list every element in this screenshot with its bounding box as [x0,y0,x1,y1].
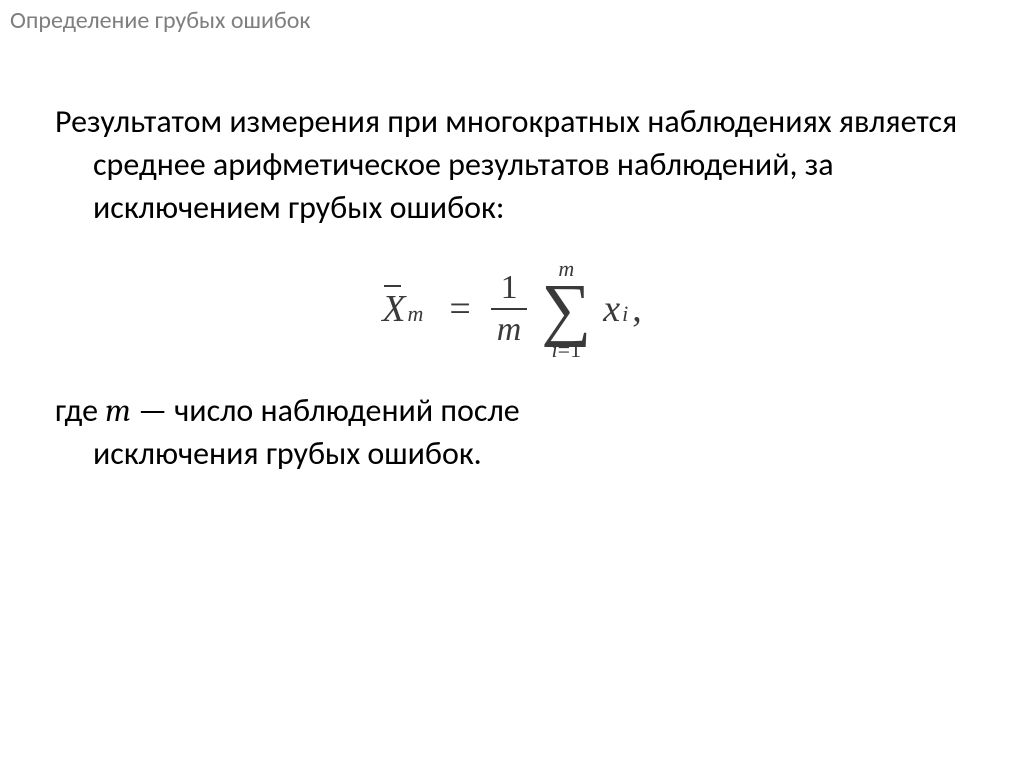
formula-lhs: X m [382,287,423,331]
fraction: 1 m [491,270,528,347]
summand: x i , [603,287,642,331]
intro-paragraph: Результатом измерения при многократных н… [55,100,969,230]
formula-trailing-comma: , [632,287,642,331]
where-prefix: где [55,391,105,430]
formula-container: X m = 1 m m ∑ i=1 x i , [55,258,969,361]
mean-formula: X m = 1 m m ∑ i=1 x i , [382,258,642,361]
where-variable: m [105,392,131,429]
lhs-subscript: m [407,301,423,327]
term-variable: x [603,287,620,331]
where-line2: исключения грубых ошибок. [55,432,969,475]
x-bar-symbol: X [382,287,405,331]
intro-text: Результатом измерения при многократных н… [55,100,969,230]
lhs-variable: X [382,288,405,330]
fraction-numerator: 1 [495,270,524,308]
sum-lower-start: 1 [570,337,581,362]
where-paragraph: где m — число наблюдений после исключени… [55,389,969,475]
where-mid: — число наблюдений после [131,391,520,430]
term-subscript: i [622,301,628,327]
slide-title: Определение грубых ошибок [10,6,311,35]
fraction-denominator: m [491,308,528,348]
sigma-icon: ∑ [541,278,591,341]
equals-sign: = [449,287,470,331]
summation: m ∑ i=1 [541,258,591,361]
sum-lower-limit: i=1 [552,339,582,361]
sum-lower-eq: = [558,337,570,362]
overbar-icon [384,285,401,287]
content-area: Результатом измерения при многократных н… [55,100,969,475]
